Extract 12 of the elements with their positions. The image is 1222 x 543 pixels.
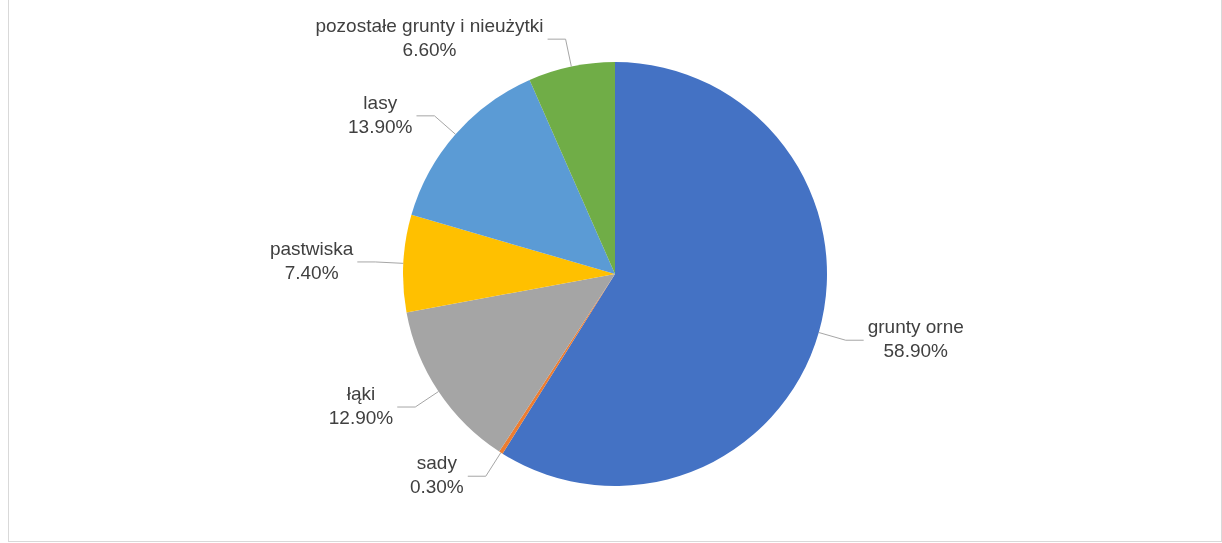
slice-label: grunty orne	[867, 316, 964, 338]
data-label: 0.30%	[409, 476, 464, 498]
slice-label: sady	[416, 452, 458, 474]
slice-label: pozostałe grunty i nieużytki	[315, 15, 544, 37]
data-label: 13.90%	[348, 116, 413, 138]
slice-label: łąki	[346, 383, 376, 405]
slice-label: lasy	[363, 92, 398, 114]
data-label: 58.90%	[883, 340, 949, 362]
data-label: 6.60%	[402, 39, 457, 61]
slice-label: pastwiska	[269, 238, 354, 260]
data-label: 7.40%	[284, 262, 339, 284]
data-label: 12.90%	[328, 407, 394, 429]
